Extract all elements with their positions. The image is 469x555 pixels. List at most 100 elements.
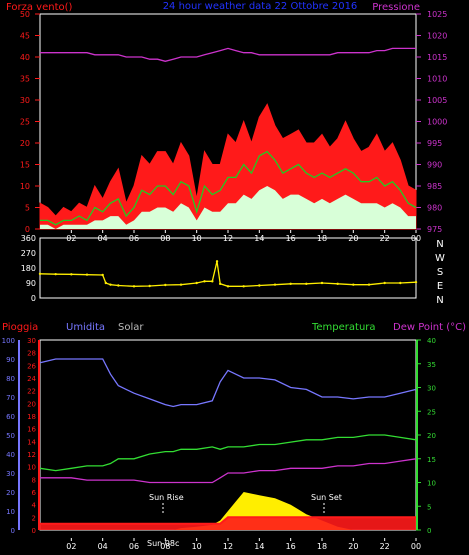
pressure-y-tick-label: 1015 xyxy=(427,53,447,62)
humidity-y-tick-label: 30 xyxy=(6,470,15,478)
humidity-y-tick-label: 60 xyxy=(6,413,15,421)
direction-y-tick-label: 270 xyxy=(21,249,36,258)
wind-y-tick-label: 40 xyxy=(20,53,30,62)
rain-y-tick-label: 4 xyxy=(32,502,37,510)
humidity-y-tick-label: 20 xyxy=(6,489,15,497)
wind-direction-point xyxy=(85,273,89,276)
temperature-y-tick-label: 30 xyxy=(427,385,436,393)
wind-direction-point xyxy=(164,283,167,287)
rain-y-tick-label: 8 xyxy=(32,476,36,484)
sunset-label: Sun Set xyxy=(311,493,342,502)
temperature-axis-label: Temperatura xyxy=(311,322,376,333)
rain-y-tick-label: 22 xyxy=(27,388,36,396)
temperature-panel-frame xyxy=(39,339,417,531)
humidity-axis-label: Umidita xyxy=(66,322,105,333)
wind-y-tick-label: 30 xyxy=(20,96,30,105)
wind-y-tick-label: 0 xyxy=(25,225,30,234)
direction-y-tick-label: 180 xyxy=(21,264,36,273)
pressure-axis-label: Pressione xyxy=(372,2,420,13)
sunrise-label: Sun Rise xyxy=(149,493,184,502)
rain-y-tick-label: 20 xyxy=(27,400,36,408)
wind-y-tick-label: 25 xyxy=(20,118,30,127)
temp-x-tick-label: 18 xyxy=(317,542,327,551)
humidity-y-tick-label: 40 xyxy=(6,451,15,459)
pressure-y-tick-label: 990 xyxy=(427,161,442,170)
direction-y-tick-label: 90 xyxy=(26,279,36,288)
humidity-line xyxy=(39,358,417,408)
temperature-y-tick-label: 0 xyxy=(427,527,431,535)
wind-y-tick-label: 35 xyxy=(20,75,30,84)
rain-y-tick-label: 6 xyxy=(32,489,37,497)
temp-x-tick-label: 22 xyxy=(380,542,390,551)
direction-letter: N xyxy=(436,239,443,250)
wind-direction-point xyxy=(38,272,42,276)
pressure-y-tick-label: 1000 xyxy=(427,118,447,127)
temperature-line xyxy=(39,434,417,472)
wind-direction-line xyxy=(39,261,417,287)
wind-y-tick-label: 50 xyxy=(20,10,30,19)
wind-y-tick-label: 5 xyxy=(25,204,30,213)
pressure-y-tick-label: 995 xyxy=(427,139,442,148)
wind-direction-point xyxy=(179,283,183,286)
temperature-y-tick-label: 25 xyxy=(427,408,436,416)
temp-x-tick-label: 16 xyxy=(286,542,296,551)
wind-direction-point xyxy=(258,284,261,287)
x-tick-overlap-label: Sun 08c xyxy=(147,539,179,548)
humidity-y-tick-label: 50 xyxy=(6,432,15,440)
dewpoint-axis-label: Dew Point (°C) xyxy=(393,322,466,333)
temperature-y-tick-label: 35 xyxy=(427,361,436,369)
wind-direction-point xyxy=(352,283,355,286)
wind-direction-point xyxy=(70,273,73,276)
rain-y-tick-label: 10 xyxy=(27,464,36,472)
wind-direction-point xyxy=(383,281,386,285)
wind-direction-point xyxy=(109,283,112,286)
wind-direction-point xyxy=(211,280,214,283)
pressure-y-tick-label: 1005 xyxy=(427,96,447,105)
humidity-y-tick-label: 10 xyxy=(6,508,15,516)
temp-x-tick-label: 08 xyxy=(160,542,170,551)
wind-direction-point xyxy=(54,272,57,276)
temperature-y-tick-label: 15 xyxy=(427,456,436,464)
direction-letter: W xyxy=(435,253,445,264)
temp-x-tick-label: 00 xyxy=(411,542,421,551)
wind-axis-label: Forza vento() xyxy=(6,2,73,13)
wind-direction-point xyxy=(218,282,222,286)
dewpoint-line xyxy=(40,458,417,484)
direction-y-tick-label: 0 xyxy=(31,294,36,303)
wind-y-tick-label: 20 xyxy=(20,139,30,148)
humidity-y-tick-label: 80 xyxy=(6,375,15,383)
humidity-y-tick-label: 70 xyxy=(6,394,15,402)
wind-direction-point xyxy=(273,283,277,286)
humidity-y-tick-label: 100 xyxy=(2,337,15,345)
wind-direction-point xyxy=(242,285,245,288)
wind-direction-point xyxy=(305,282,308,286)
wind-direction-point xyxy=(132,285,136,288)
wind-direction-point xyxy=(203,280,206,283)
temperature-y-tick-label: 5 xyxy=(427,503,431,511)
rain-y-tick-label: 30 xyxy=(27,337,36,345)
direction-letter: S xyxy=(437,267,443,278)
pressure-line xyxy=(40,47,416,62)
temperature-y-tick-label: 40 xyxy=(427,337,436,345)
temp-x-tick-label: 10 xyxy=(192,542,202,551)
temp-x-tick-label: 02 xyxy=(66,542,76,551)
pressure-y-tick-label: 985 xyxy=(427,182,442,191)
wind-direction-point xyxy=(414,280,418,284)
temp-x-tick-label: 14 xyxy=(254,542,264,551)
wind-direction-point xyxy=(215,260,219,263)
rain-y-tick-label: 2 xyxy=(32,514,36,522)
wind-direction-point xyxy=(289,282,292,286)
rain-y-tick-label: 28 xyxy=(27,350,36,358)
direction-y-tick-label: 360 xyxy=(21,234,36,243)
rain-axis-label: Pioggia xyxy=(2,322,38,333)
rain-y-tick-label: 12 xyxy=(27,451,36,459)
wind-direction-point xyxy=(367,283,371,286)
rain-y-tick-label: 16 xyxy=(27,426,36,434)
temp-x-tick-label: 20 xyxy=(348,542,358,551)
rain-line xyxy=(40,516,416,525)
rain-area xyxy=(40,517,416,530)
wind-direction-point xyxy=(195,281,198,285)
pressure-y-tick-label: 980 xyxy=(427,204,442,213)
wind-y-tick-label: 45 xyxy=(20,32,30,41)
